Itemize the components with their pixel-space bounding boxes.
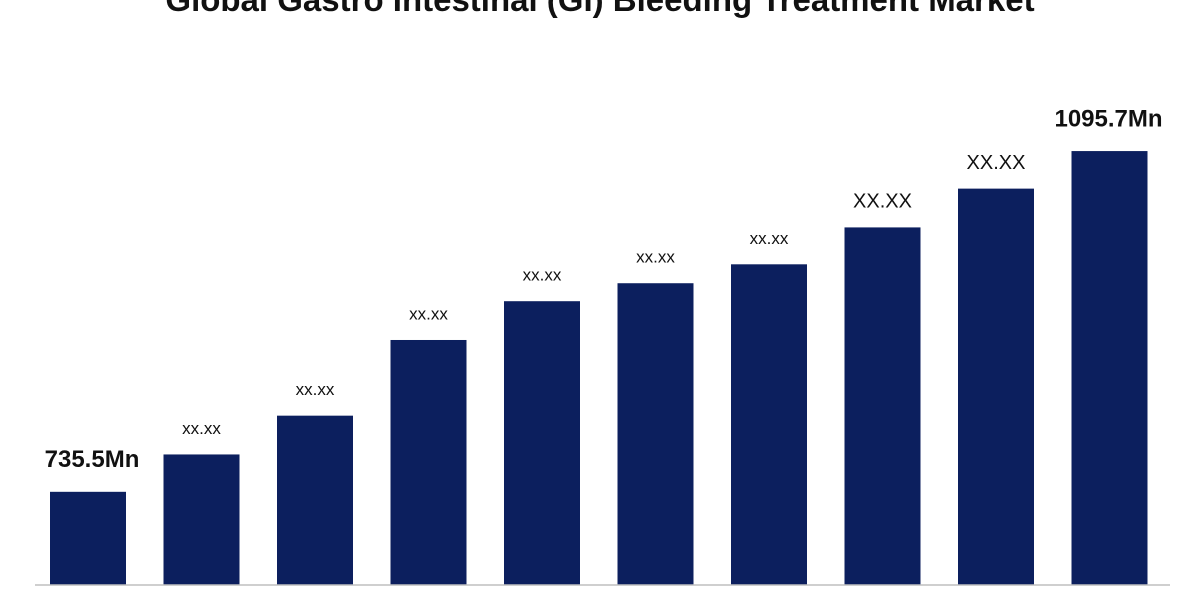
bar — [1071, 151, 1148, 586]
bar — [617, 283, 694, 585]
bar — [163, 454, 240, 585]
data-label: 735.5Mn — [45, 446, 140, 473]
data-label: xx.xx — [750, 229, 789, 248]
bar — [50, 491, 126, 585]
data-label: xx.xx — [409, 304, 448, 323]
data-label: xx.xx — [636, 248, 675, 267]
data-label: XX.XX — [853, 191, 912, 213]
bar — [958, 188, 1034, 585]
data-label: XX.XX — [967, 152, 1026, 174]
bar — [731, 264, 807, 585]
bar — [504, 301, 580, 585]
chart-title: Global Gastro Intestinal (GI) Bleeding T… — [150, 0, 1050, 27]
bar — [277, 415, 353, 585]
data-label: xx.xx — [523, 266, 562, 285]
data-label: 1095.7Mn — [1054, 105, 1162, 132]
data-label: xx.xx — [296, 380, 335, 399]
bar — [844, 227, 921, 585]
bar — [390, 339, 467, 585]
data-label: xx.xx — [182, 419, 221, 438]
